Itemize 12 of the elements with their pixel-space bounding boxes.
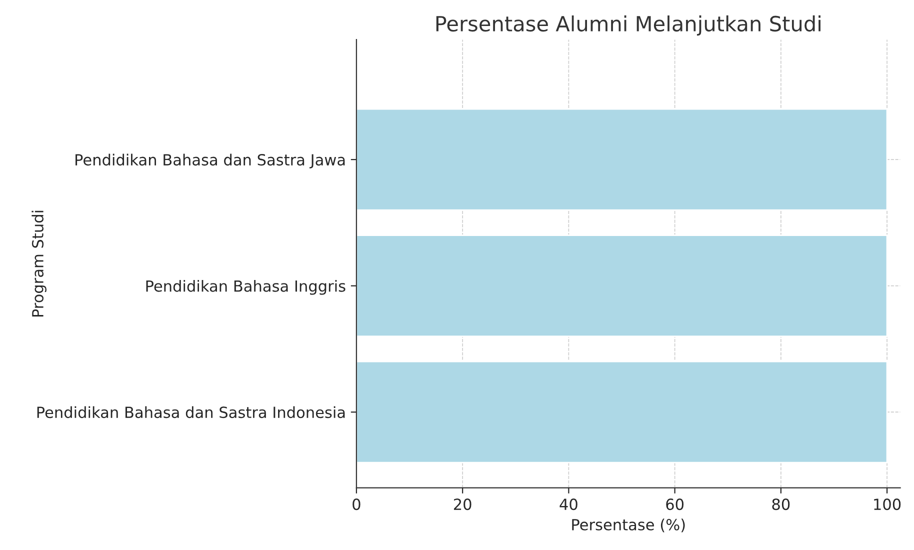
y-tick-label: Pendidikan Bahasa dan Sastra Indonesia: [37, 406, 345, 418]
chart-title: Persentase Alumni Melanjutkan Studi: [436, 15, 820, 36]
x-tick-label: 60: [666, 498, 684, 510]
x-tick-label: 0: [352, 498, 360, 510]
y-tick-label: Pendidikan Bahasa dan Sastra Jawa: [76, 154, 345, 168]
x-tick-label: 40: [560, 498, 578, 510]
x-tick-label: 100: [874, 498, 901, 510]
x-axis-title: Persentase (%): [572, 518, 685, 532]
y-axis-title: Program Studi: [32, 210, 46, 317]
x-tick-label: 20: [454, 498, 472, 510]
y-tick-label: Pendidikan Bahasa Inggris: [146, 280, 346, 295]
x-tick-label: 80: [772, 498, 790, 510]
